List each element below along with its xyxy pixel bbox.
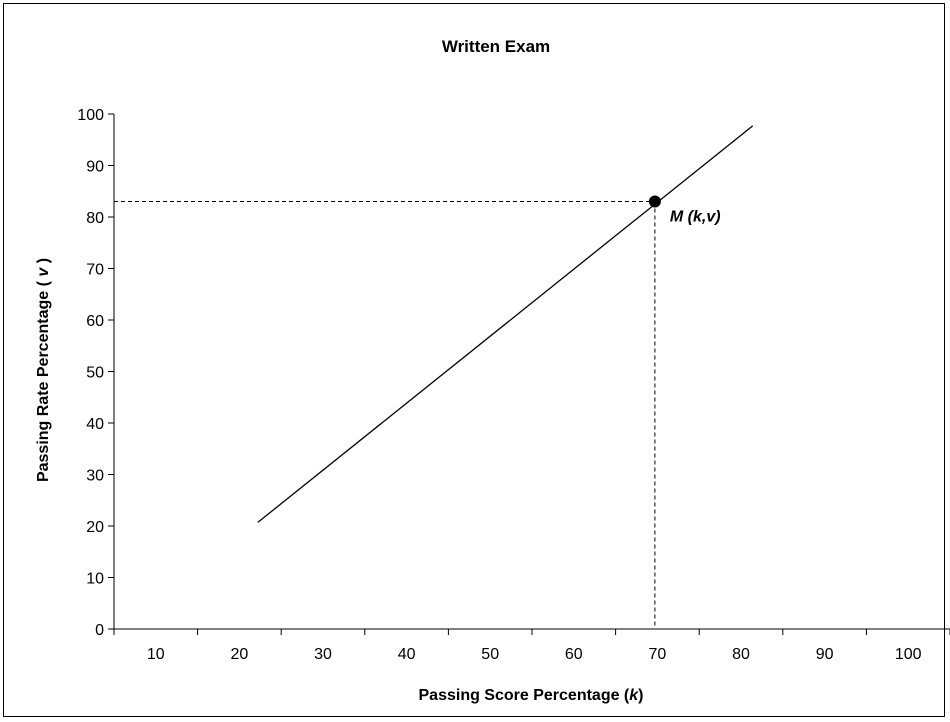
x-tick-label: 60 [565,646,583,663]
series-line [257,125,754,523]
x-tick-label: 10 [147,646,165,663]
y-tick-label: 90 [86,159,104,176]
y-tick-label: 100 [77,107,104,124]
y-tick-label: 80 [86,210,104,227]
x-tick-label: 20 [231,646,249,663]
x-tick-label: 50 [481,646,499,663]
x-tick-label: 70 [649,646,667,663]
chart-frame [3,3,945,717]
y-tick-label: 0 [95,622,104,639]
point-marker [648,195,661,208]
y-tick-label: 70 [86,262,104,279]
point-label: M (k,v) [670,209,721,226]
x-tick-label: 80 [732,646,750,663]
x-tick-label: 100 [895,646,922,663]
y-axis-label: Passing Rate Percentage ( v ) [35,258,52,482]
y-tick-label: 20 [86,519,104,536]
x-tick-label: 90 [816,646,834,663]
x-tick-label: 40 [398,646,416,663]
chart-title: Written Exam [442,37,550,56]
y-tick-label: 50 [86,365,104,382]
y-tick-label: 40 [86,416,104,433]
x-axis-label: Passing Score Percentage (k) [419,687,644,704]
x-tick-label: 30 [314,646,332,663]
y-tick-label: 10 [86,571,104,588]
y-tick-label: 30 [86,468,104,485]
y-tick-label: 60 [86,313,104,330]
